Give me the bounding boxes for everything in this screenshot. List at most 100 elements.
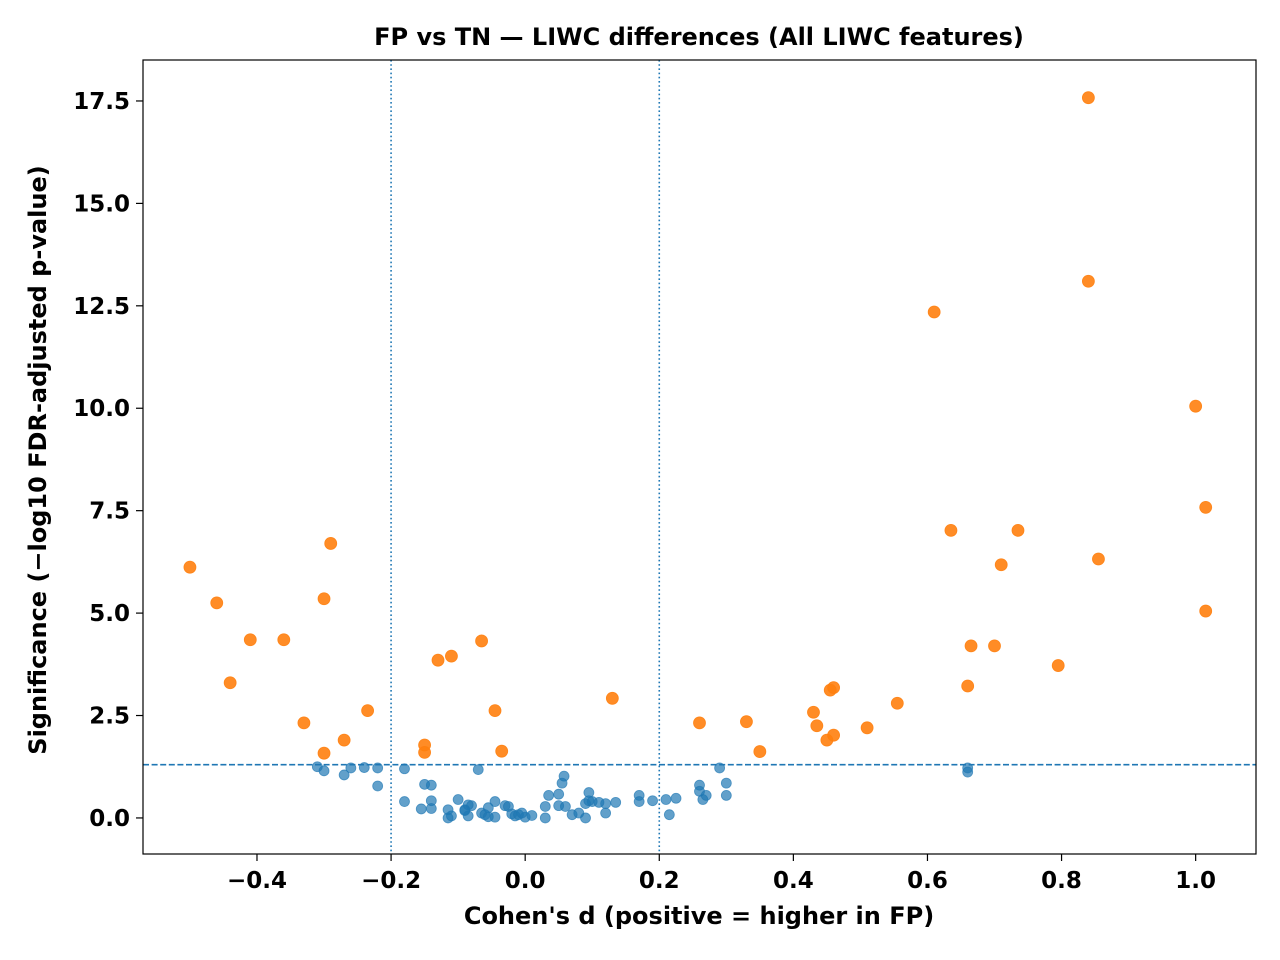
plot-frame xyxy=(142,59,1257,855)
data-point xyxy=(425,803,437,814)
data-point xyxy=(489,796,501,807)
x-tick-label: −0.4 xyxy=(227,868,287,894)
y-axis-ticks: 0.0 2.5 5.0 7.5 10.0 12.5 15.0 17.5 xyxy=(73,89,143,832)
non-significant-series xyxy=(311,761,974,824)
data-point xyxy=(337,733,351,747)
data-point xyxy=(670,792,682,804)
data-point xyxy=(317,746,331,760)
data-point xyxy=(539,801,551,812)
x-tick-label: 0.2 xyxy=(639,868,680,894)
data-point xyxy=(827,681,840,695)
data-point xyxy=(961,679,975,693)
data-point xyxy=(425,779,437,791)
data-point xyxy=(962,766,974,778)
data-point xyxy=(361,704,375,717)
data-point xyxy=(243,633,257,647)
data-point xyxy=(324,537,338,550)
data-point xyxy=(338,769,350,781)
y-tick-label: 2.5 xyxy=(89,704,130,730)
data-point xyxy=(415,803,427,815)
data-point xyxy=(927,305,941,319)
x-axis-label: Cohen's d (positive = higher in FP) xyxy=(464,902,934,930)
data-point xyxy=(210,596,224,610)
data-point xyxy=(553,788,565,800)
data-point xyxy=(633,796,645,807)
data-point xyxy=(663,809,675,821)
y-tick-label: 17.5 xyxy=(73,89,130,115)
data-point xyxy=(600,798,612,810)
data-point xyxy=(700,790,712,801)
data-point xyxy=(1081,274,1095,288)
x-tick-label: 0.4 xyxy=(773,868,814,894)
data-point xyxy=(693,716,706,730)
significant-series xyxy=(183,91,1213,760)
data-point xyxy=(543,790,555,801)
x-axis-ticks: −0.4 −0.2 0.0 0.2 0.4 0.6 0.8 1.0 xyxy=(227,854,1216,894)
data-point xyxy=(345,762,357,774)
data-point xyxy=(807,705,820,719)
data-point xyxy=(1199,500,1213,514)
data-point xyxy=(647,795,658,807)
x-tick-label: 0.8 xyxy=(1041,868,1082,894)
data-point xyxy=(318,765,330,777)
data-point xyxy=(860,721,874,735)
y-tick-label: 7.5 xyxy=(89,499,130,525)
data-point xyxy=(372,762,384,774)
data-point xyxy=(605,691,619,705)
data-point xyxy=(418,745,432,759)
data-point xyxy=(539,812,551,824)
y-tick-label: 15.0 xyxy=(73,191,130,217)
data-point xyxy=(944,523,958,537)
data-point xyxy=(580,812,591,824)
data-point xyxy=(459,804,471,816)
data-point xyxy=(964,639,978,653)
data-point xyxy=(475,634,488,648)
x-tick-label: 0.6 xyxy=(907,868,948,894)
data-point xyxy=(431,653,445,667)
data-point xyxy=(890,696,904,710)
data-point xyxy=(660,794,672,805)
y-tick-label: 10.0 xyxy=(73,396,130,422)
data-point xyxy=(810,719,824,733)
data-point xyxy=(753,745,767,758)
data-point xyxy=(1092,552,1105,566)
data-point xyxy=(445,649,458,663)
y-tick-label: 5.0 xyxy=(89,601,130,627)
data-point xyxy=(600,807,612,819)
data-point xyxy=(714,762,726,774)
x-tick-label: 1.0 xyxy=(1175,868,1216,894)
data-point xyxy=(526,810,538,821)
data-point xyxy=(452,794,464,805)
data-point xyxy=(495,744,509,758)
data-point xyxy=(994,558,1008,572)
data-point xyxy=(720,790,732,801)
data-point xyxy=(489,811,501,823)
data-point xyxy=(1081,91,1095,105)
data-point xyxy=(277,633,291,647)
data-point xyxy=(358,762,370,773)
data-point xyxy=(399,796,410,807)
data-point xyxy=(1051,659,1065,672)
data-point xyxy=(610,796,622,808)
data-point xyxy=(399,763,410,775)
data-point xyxy=(827,728,840,742)
data-point xyxy=(317,592,331,606)
data-point xyxy=(488,704,502,717)
data-point xyxy=(558,770,570,782)
x-tick-label: −0.2 xyxy=(361,868,421,894)
y-tick-label: 0.0 xyxy=(89,806,130,832)
x-tick-label: 0.0 xyxy=(505,868,546,894)
data-point xyxy=(1189,399,1203,413)
data-point xyxy=(223,676,237,690)
data-point xyxy=(472,764,484,775)
data-point xyxy=(297,716,311,730)
data-point xyxy=(720,777,732,789)
y-axis-label: Significance (−log10 FDR-adjusted p-valu… xyxy=(24,165,52,754)
data-point xyxy=(183,560,197,574)
data-point xyxy=(988,639,1001,653)
data-point xyxy=(372,780,384,792)
data-point xyxy=(560,801,571,812)
plot-area xyxy=(142,59,1257,855)
y-tick-label: 12.5 xyxy=(73,294,130,320)
